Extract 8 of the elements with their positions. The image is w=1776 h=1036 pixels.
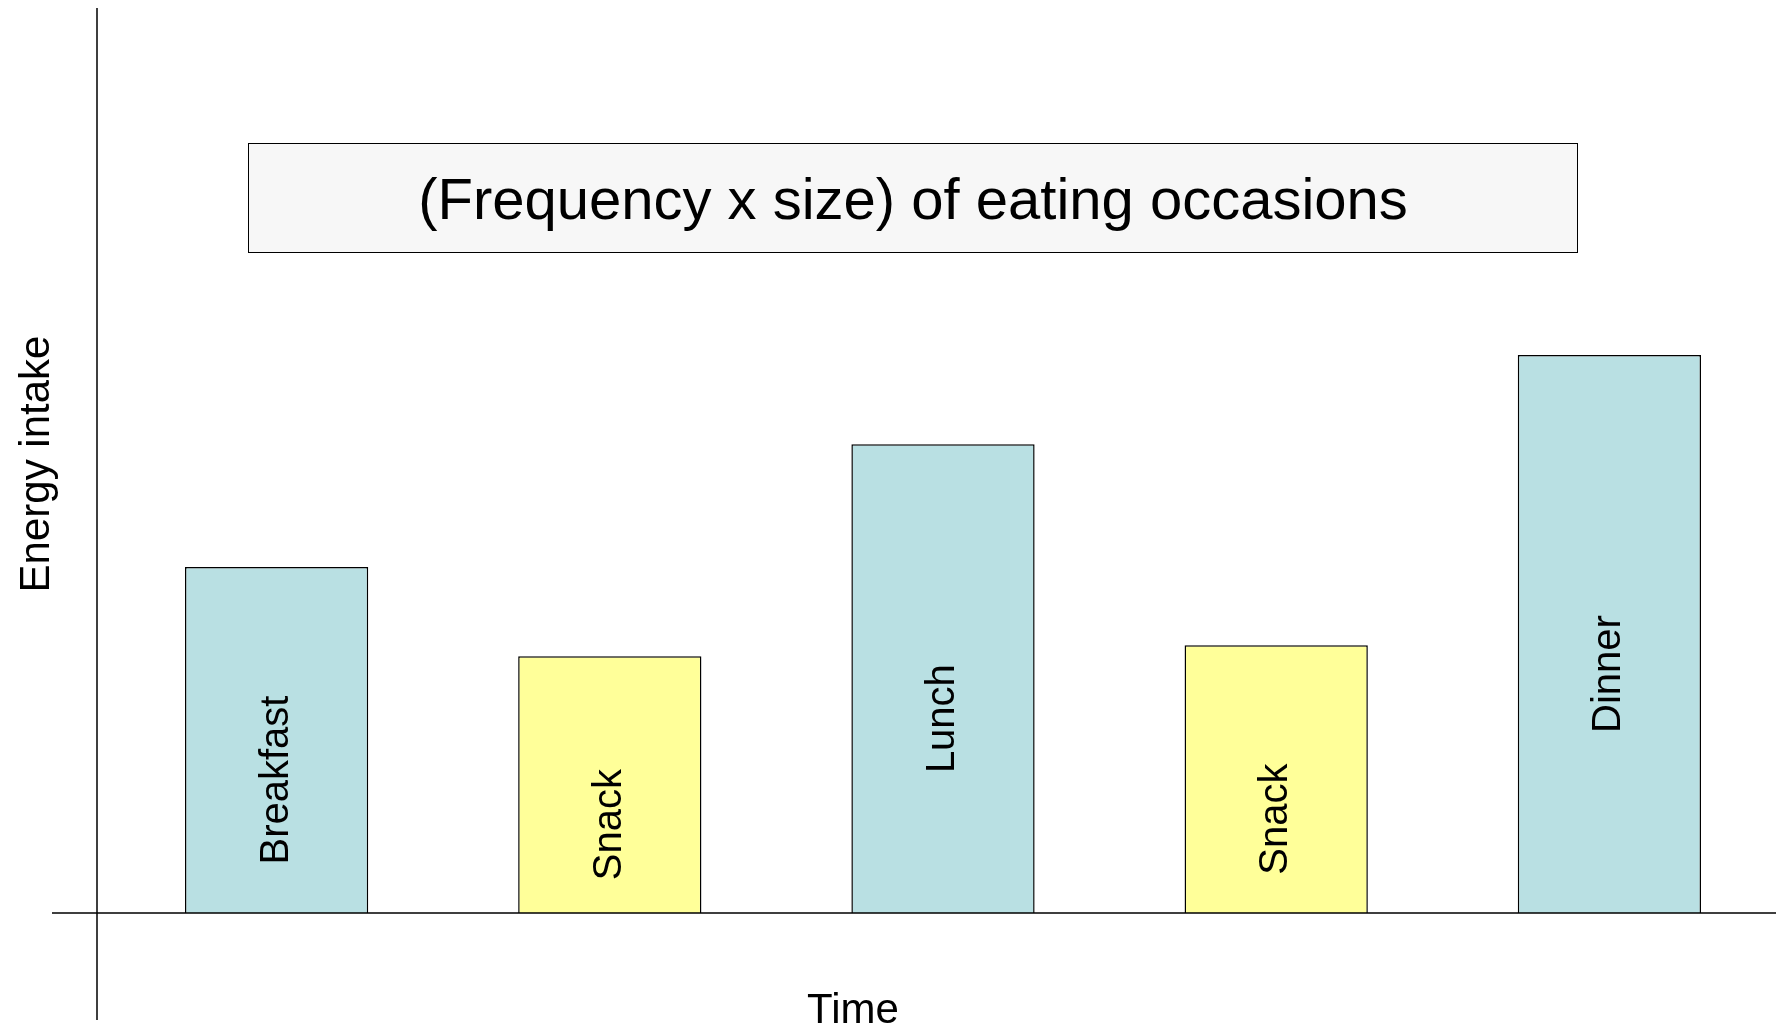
- y-axis-title: Energy intake: [11, 334, 59, 595]
- x-axis-title: Time: [806, 985, 900, 1033]
- x-tick-label: Breakfast: [251, 695, 296, 865]
- x-tick-label: Snack: [584, 768, 629, 881]
- x-tick-label: Dinner: [1584, 615, 1629, 733]
- x-tick-label: Snack: [1251, 762, 1296, 875]
- chart-title: (Frequency x size) of eating occasions: [248, 143, 1578, 253]
- x-tick-label: Lunch: [918, 664, 963, 774]
